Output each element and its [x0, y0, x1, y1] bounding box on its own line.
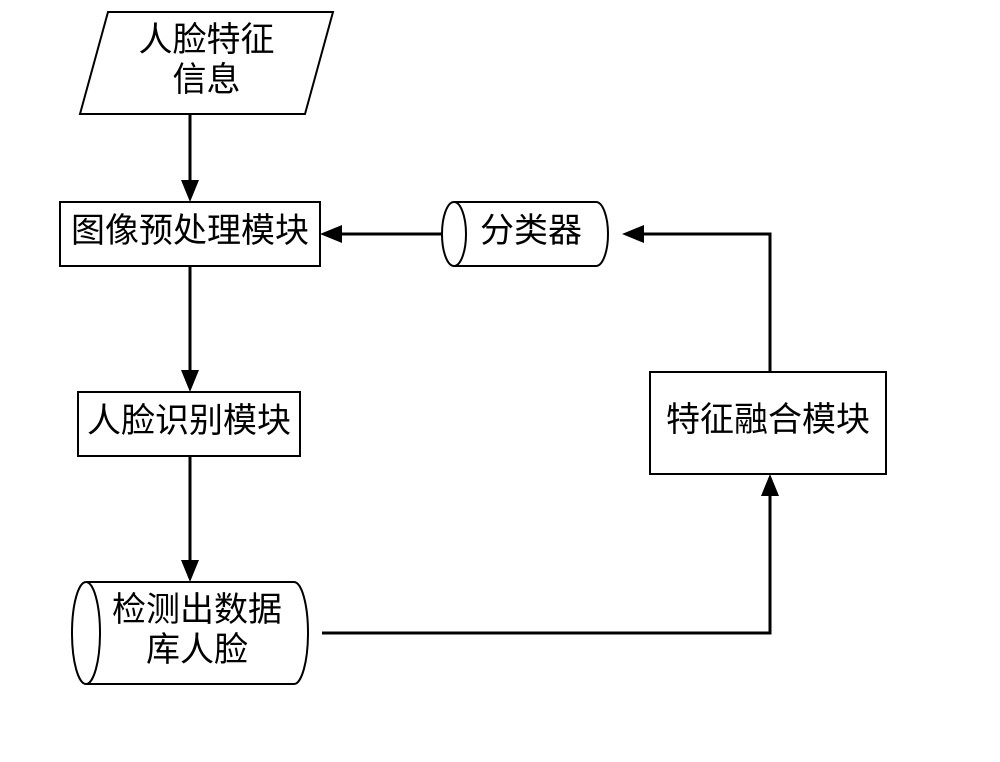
edge [642, 234, 770, 372]
arrowhead [181, 560, 199, 582]
node-input-label: 人脸特征 [139, 21, 275, 59]
node-input-label: 信息 [173, 61, 241, 99]
node-db-label: 检测出数据 [112, 591, 282, 629]
node-recog-label: 人脸识别模块 [87, 402, 291, 440]
arrowhead [181, 180, 199, 202]
node-preproc-label: 图像预处理模块 [71, 212, 309, 250]
arrowhead [761, 474, 779, 496]
node-db-label: 库人脸 [146, 631, 248, 669]
edge [322, 494, 770, 633]
arrowhead [181, 370, 199, 392]
arrowhead [622, 225, 644, 243]
node-fusion-label: 特征融合模块 [666, 401, 870, 439]
node-classifier-label: 分类器 [480, 212, 582, 250]
arrowhead [320, 225, 342, 243]
